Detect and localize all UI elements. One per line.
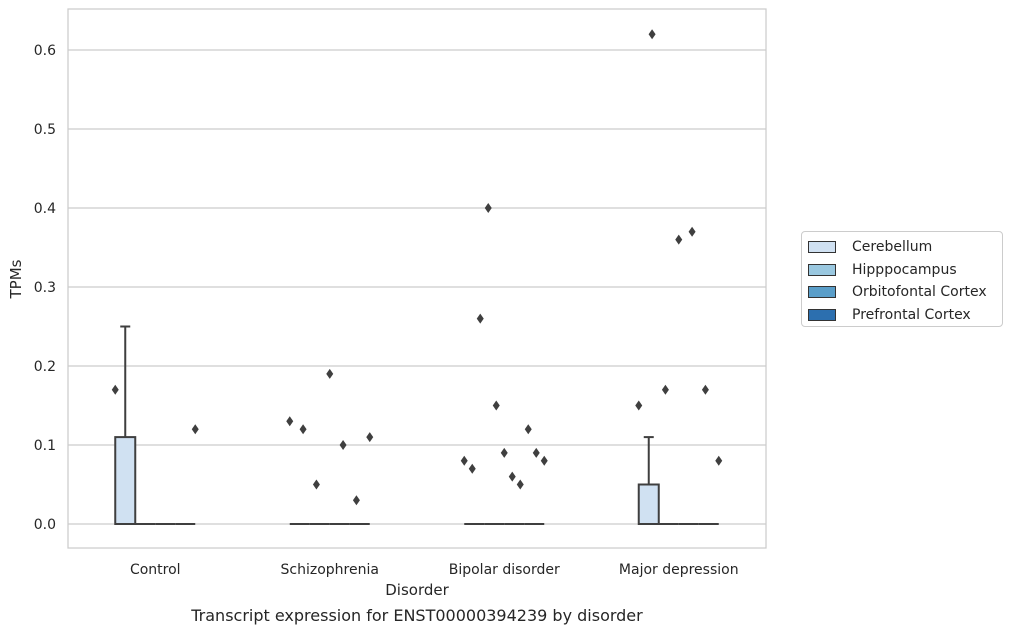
outlier-point (484, 203, 492, 213)
y-tick-label: 0.2 (34, 359, 56, 375)
outlier-point (339, 440, 347, 450)
outlier-point (191, 424, 199, 435)
outlier-point (468, 463, 476, 474)
legend-item: Hipppocampus (808, 259, 1002, 282)
legend-item: Prefrontal Cortex (808, 304, 1002, 327)
outlier-point (508, 471, 516, 482)
x-tick-label: Schizophrenia (281, 562, 379, 578)
outlier-point (661, 384, 669, 395)
y-axis-label: TPMs (7, 259, 25, 299)
outlier-point (492, 400, 500, 411)
gridlines (68, 49, 766, 525)
outlier-point (516, 479, 524, 490)
outlier-point (524, 424, 532, 435)
outlier-point (688, 226, 696, 237)
outlier-point (500, 447, 508, 458)
outlier-point (532, 447, 540, 458)
x-tick-label: Control (130, 562, 181, 578)
y-tick-label: 0.1 (34, 438, 56, 454)
legend-swatch (808, 263, 836, 276)
y-tick-label: 0.0 (34, 517, 56, 533)
x-tick-labels: Control Schizophrenia Bipolar disorder Majo… (130, 562, 739, 578)
outlier-point (476, 313, 484, 324)
legend-swatch (808, 241, 836, 254)
outlier-point (286, 416, 294, 427)
outlier-point (540, 455, 548, 466)
y-tick-labels: 0.0 0.1 0.2 0.3 0.4 0.5 0.6 (34, 43, 56, 533)
outlier-point (715, 455, 723, 466)
legend-label: Orbitofontal Cortex (852, 284, 987, 301)
y-tick-label: 0.5 (34, 122, 56, 138)
box-body (114, 436, 137, 526)
outlier-point (352, 495, 360, 506)
x-axis-label: Disorder (385, 581, 449, 599)
legend-label: Hipppocampus (852, 261, 957, 278)
outliers (111, 29, 723, 506)
boxes (114, 325, 719, 526)
figure-caption: Transcript expression for ENST0000039423… (191, 606, 643, 625)
legend-swatch (808, 286, 836, 299)
outlier-point (299, 424, 307, 435)
box-control (114, 325, 137, 526)
legend-label: Cerebellum (852, 239, 933, 256)
outlier-point (460, 455, 468, 466)
y-tick-label: 0.4 (34, 201, 56, 217)
plot-area-frame (67, 8, 767, 549)
y-tick-label: 0.3 (34, 280, 56, 296)
outlier-point (326, 368, 334, 379)
y-tick-label: 0.6 (34, 43, 56, 59)
legend-swatch (808, 308, 836, 321)
outlier-point (635, 400, 643, 411)
outlier-point (312, 479, 320, 490)
x-tick-label: Bipolar disorder (449, 562, 560, 578)
outlier-point (701, 384, 709, 395)
legend-item: Cerebellum (808, 236, 1002, 259)
legend: Cerebellum Hipppocampus Orbitofontal Cor… (801, 231, 1003, 327)
outlier-point (675, 234, 683, 245)
legend-label: Prefrontal Cortex (852, 306, 971, 323)
legend-item: Orbitofontal Cortex (808, 281, 1002, 304)
outlier-point (366, 432, 374, 443)
outlier-point (648, 29, 656, 40)
box-major-depression (637, 436, 660, 525)
outlier-point (111, 384, 119, 395)
box-body (637, 483, 660, 525)
x-tick-label: Major depression (619, 562, 739, 578)
